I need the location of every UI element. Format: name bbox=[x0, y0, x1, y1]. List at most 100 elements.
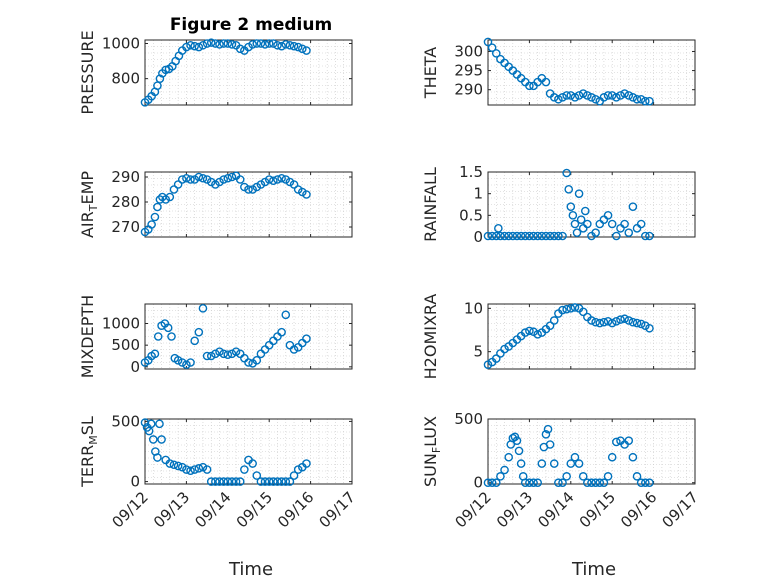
data-point bbox=[277, 327, 286, 337]
data-point bbox=[252, 356, 262, 365]
data-point bbox=[155, 195, 165, 204]
data-point bbox=[155, 419, 164, 429]
data-point bbox=[227, 172, 237, 182]
data-point bbox=[190, 41, 199, 51]
data-point bbox=[591, 478, 600, 488]
data-point bbox=[289, 41, 299, 51]
data-point bbox=[285, 40, 295, 50]
data-point bbox=[487, 478, 497, 488]
data-point bbox=[500, 465, 509, 475]
data-point bbox=[190, 465, 199, 474]
xtick-label: 09/13 bbox=[493, 488, 536, 531]
data-point bbox=[186, 358, 195, 367]
data-point bbox=[554, 231, 563, 241]
data-point bbox=[636, 219, 646, 229]
data-point bbox=[219, 175, 228, 184]
xtick-label: 09/16 bbox=[617, 488, 660, 531]
data-point bbox=[624, 436, 634, 445]
ytick-label: 0 bbox=[473, 474, 483, 492]
data-point bbox=[269, 477, 278, 486]
xtick-label: 09/17 bbox=[659, 488, 702, 531]
data-point bbox=[543, 424, 553, 434]
data-point bbox=[202, 351, 212, 361]
axes-box bbox=[487, 171, 696, 238]
data-point bbox=[520, 231, 530, 241]
data-point bbox=[520, 328, 530, 337]
data-point bbox=[529, 231, 538, 241]
data-point bbox=[293, 465, 303, 474]
data-point bbox=[483, 231, 493, 241]
data-point bbox=[624, 91, 634, 100]
data-point bbox=[487, 43, 497, 52]
data-point bbox=[173, 461, 183, 471]
data-point bbox=[289, 180, 299, 189]
data-point bbox=[496, 231, 505, 241]
data-point bbox=[494, 224, 503, 233]
data-point bbox=[194, 172, 204, 182]
data-point bbox=[525, 231, 534, 241]
data-point bbox=[566, 91, 576, 100]
data-point bbox=[624, 316, 634, 325]
data-point bbox=[603, 91, 613, 100]
data-point bbox=[583, 219, 592, 229]
data-point bbox=[215, 477, 224, 486]
data-point bbox=[504, 452, 514, 462]
axes-box bbox=[144, 39, 353, 106]
data-point bbox=[574, 91, 584, 100]
data-point bbox=[636, 94, 646, 104]
data-point bbox=[240, 465, 249, 474]
data-point bbox=[298, 44, 307, 54]
data-point bbox=[570, 219, 580, 229]
data-point bbox=[512, 231, 522, 241]
data-point bbox=[525, 478, 534, 488]
data-point bbox=[248, 40, 257, 49]
data-point bbox=[227, 349, 237, 359]
data-point bbox=[147, 220, 156, 229]
data-point bbox=[641, 478, 650, 488]
axes-box bbox=[144, 171, 353, 238]
data-point bbox=[587, 93, 596, 102]
ylabel-sun-flux: SUNFLUX bbox=[421, 416, 443, 487]
data-point bbox=[632, 318, 642, 328]
data-point bbox=[169, 460, 179, 470]
data-point bbox=[549, 93, 559, 102]
xaxis-label-left: Time bbox=[228, 559, 273, 580]
data-point bbox=[277, 173, 286, 183]
data-point bbox=[215, 40, 224, 49]
axes-box bbox=[487, 39, 696, 106]
data-point bbox=[537, 231, 547, 241]
data-point bbox=[516, 231, 526, 241]
data-point bbox=[545, 321, 555, 330]
data-point bbox=[558, 478, 567, 488]
data-point bbox=[277, 477, 286, 486]
data-point bbox=[558, 305, 567, 315]
data-point bbox=[173, 356, 183, 365]
data-point bbox=[504, 231, 514, 241]
data-point bbox=[198, 462, 208, 472]
data-point bbox=[591, 317, 600, 327]
data-point bbox=[177, 175, 187, 184]
data-point bbox=[223, 39, 233, 48]
data-point bbox=[562, 304, 571, 314]
ylabel-air-temp: AIRTEMP bbox=[78, 171, 100, 238]
data-point bbox=[285, 477, 295, 486]
axes-box bbox=[144, 303, 353, 370]
ylabel-mixdepth: MIXDEPTH bbox=[78, 295, 97, 378]
data-point bbox=[574, 459, 584, 468]
xtick-label: 09/14 bbox=[534, 488, 577, 531]
plot-area bbox=[145, 172, 352, 237]
data-point bbox=[264, 39, 274, 48]
xtick-label: 09/16 bbox=[274, 488, 317, 531]
data-point bbox=[194, 464, 204, 473]
data-point bbox=[256, 477, 266, 486]
subplot-pressure: 800 1000 PRESSURE bbox=[78, 30, 353, 115]
data-point bbox=[603, 317, 613, 326]
data-point bbox=[541, 429, 551, 439]
data-point bbox=[612, 317, 621, 326]
data-point bbox=[574, 189, 584, 198]
ytick-label: 0 bbox=[130, 358, 140, 376]
data-point bbox=[599, 317, 609, 327]
data-point bbox=[219, 39, 228, 48]
data-point bbox=[173, 180, 183, 189]
